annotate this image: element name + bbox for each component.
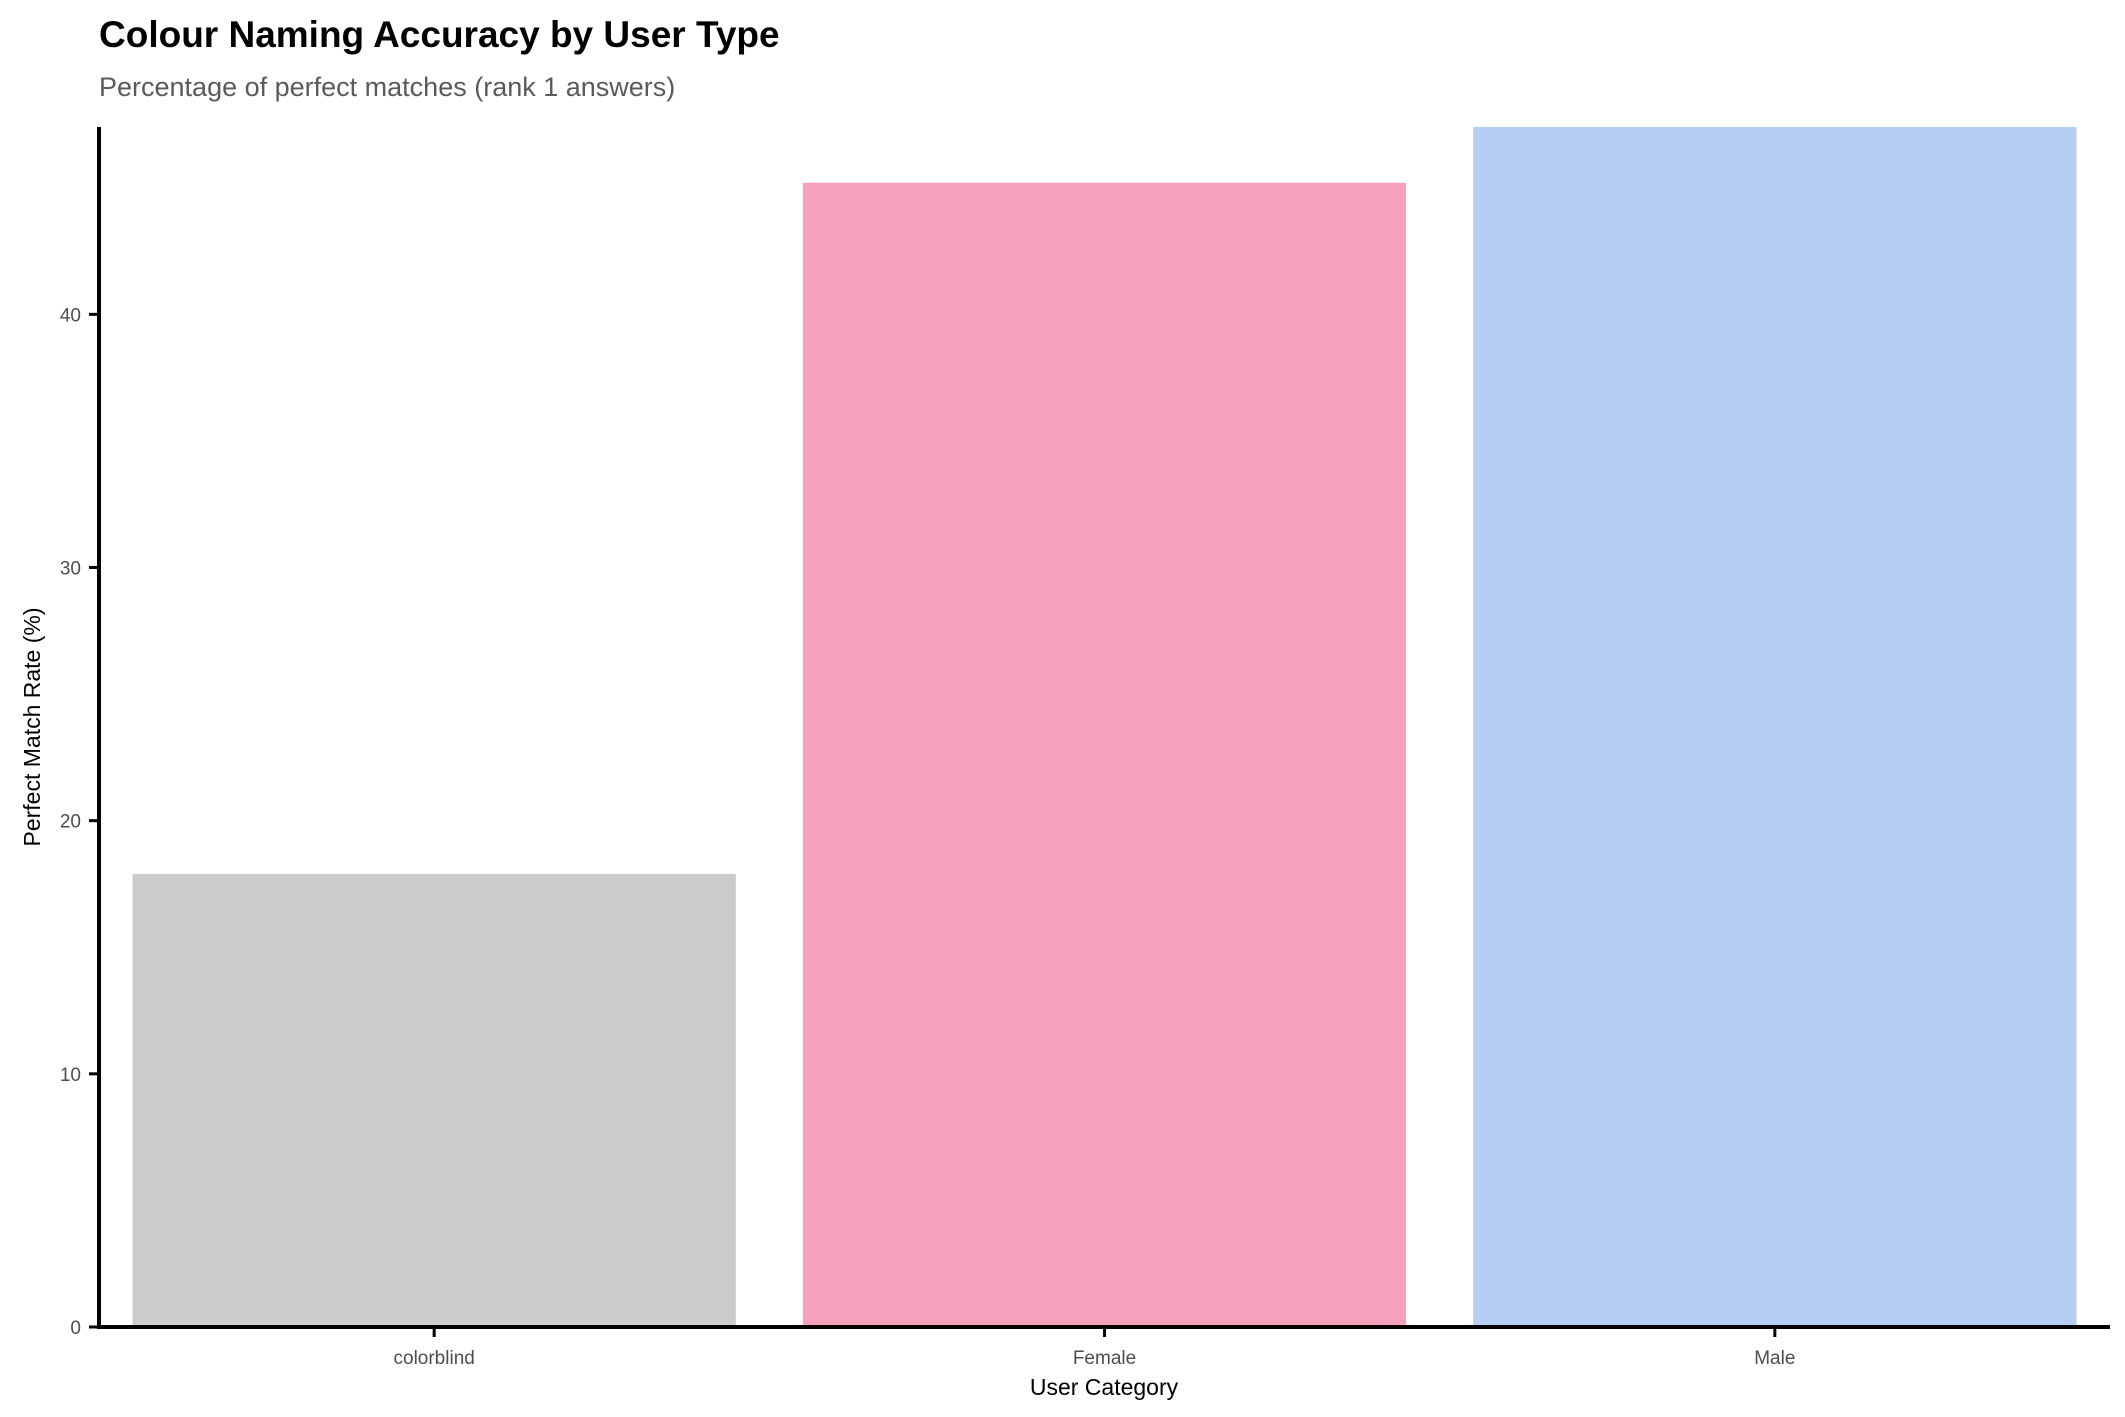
x-tick-label: colorblind: [394, 1348, 475, 1369]
x-tick-label: Female: [1073, 1348, 1136, 1369]
bar-male: [1473, 127, 2077, 1327]
x-tick-label: Male: [1754, 1348, 1795, 1369]
bars-layer: [132, 127, 2077, 1328]
chart-subtitle: Percentage of perfect matches (rank 1 an…: [99, 72, 676, 102]
bar-female: [802, 182, 1407, 1328]
y-tick-label: 0: [70, 1318, 81, 1339]
y-axis-title: Perfect Match Rate (%): [19, 607, 45, 846]
y-tick-label: 30: [60, 559, 81, 580]
chart-title: Colour Naming Accuracy by User Type: [99, 14, 780, 55]
y-ticks-layer: 0 10 20 30 40: [60, 305, 99, 1339]
x-axis-title: User Category: [1030, 1374, 1179, 1400]
y-tick-label: 10: [60, 1065, 81, 1086]
bar-colorblind: [132, 873, 736, 1327]
y-tick-label: 40: [60, 305, 81, 326]
y-tick-label: 20: [60, 812, 81, 833]
x-ticks-layer: colorblind Female Male: [394, 1327, 1795, 1369]
